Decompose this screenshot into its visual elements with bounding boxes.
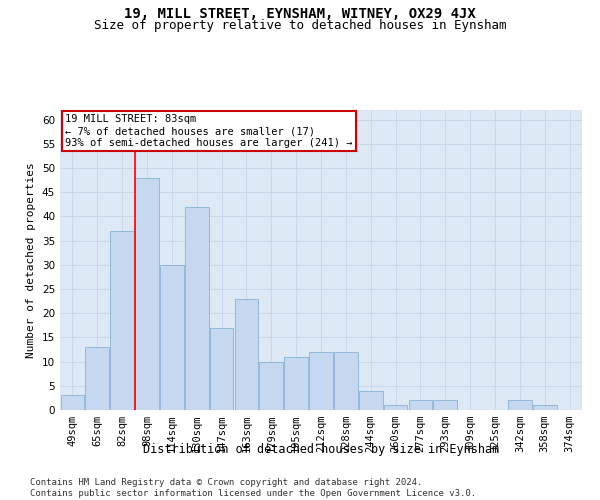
Bar — [185, 207, 209, 410]
Bar — [508, 400, 532, 410]
Bar — [334, 352, 358, 410]
Text: 19, MILL STREET, EYNSHAM, WITNEY, OX29 4JX: 19, MILL STREET, EYNSHAM, WITNEY, OX29 4… — [124, 8, 476, 22]
Y-axis label: Number of detached properties: Number of detached properties — [26, 162, 37, 358]
Bar — [135, 178, 159, 410]
Text: Size of property relative to detached houses in Eynsham: Size of property relative to detached ho… — [94, 19, 506, 32]
Bar — [384, 405, 407, 410]
Bar — [409, 400, 432, 410]
Bar — [309, 352, 333, 410]
Bar — [235, 298, 258, 410]
Bar — [61, 396, 84, 410]
Bar — [160, 265, 184, 410]
Bar — [533, 405, 557, 410]
Bar — [110, 231, 134, 410]
Bar — [284, 357, 308, 410]
Bar — [359, 390, 383, 410]
Bar — [433, 400, 457, 410]
Text: 19 MILL STREET: 83sqm
← 7% of detached houses are smaller (17)
93% of semi-detac: 19 MILL STREET: 83sqm ← 7% of detached h… — [65, 114, 353, 148]
Text: Distribution of detached houses by size in Eynsham: Distribution of detached houses by size … — [143, 442, 499, 456]
Bar — [259, 362, 283, 410]
Text: Contains HM Land Registry data © Crown copyright and database right 2024.
Contai: Contains HM Land Registry data © Crown c… — [30, 478, 476, 498]
Bar — [85, 347, 109, 410]
Bar — [210, 328, 233, 410]
